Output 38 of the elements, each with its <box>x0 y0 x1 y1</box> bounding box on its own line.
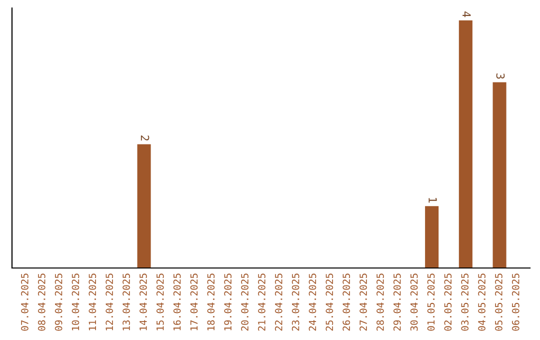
x-tick-label: 18.04.2025 <box>207 274 215 330</box>
x-tick-label: 29.04.2025 <box>393 274 401 331</box>
x-tick-label: 28.04.2025 <box>376 274 384 331</box>
bar <box>492 82 506 268</box>
bar <box>137 144 151 268</box>
x-tick-label: 11.04.2025 <box>88 274 96 330</box>
x-tick-label: 17.04.2025 <box>190 274 198 330</box>
x-tick-label: 16.04.2025 <box>173 274 181 330</box>
x-tick-label: 07.04.2025 <box>21 274 28 331</box>
x-tick-label: 19.04.2025 <box>224 274 232 330</box>
bar <box>425 206 439 268</box>
x-tick-label: 12.04.2025 <box>106 274 114 330</box>
x-tick-label: 01.05.2025 <box>427 274 435 331</box>
x-tick-label: 30.04.2025 <box>410 274 418 331</box>
x-tick-label: 04.05.2025 <box>478 274 486 331</box>
x-tick-label: 25.04.2025 <box>326 274 334 331</box>
x-tick-label: 26.04.2025 <box>342 274 350 331</box>
x-tick-label: 23.04.2025 <box>292 274 300 331</box>
data-label: 3 <box>496 74 505 79</box>
x-tick-label: 27.04.2025 <box>360 274 367 331</box>
x-tick-label: 02.05.2025 <box>444 274 452 331</box>
x-tick-label: 24.04.2025 <box>308 274 316 331</box>
x-tick-label: 03.05.2025 <box>461 274 469 331</box>
x-tick-label: 13.04.2025 <box>122 274 130 330</box>
x-tick-label: 09.04.2025 <box>54 274 62 331</box>
x-tick-label: 20.04.2025 <box>241 274 248 331</box>
x-tick-label: 14.04.2025 <box>140 274 147 330</box>
data-label: 4 <box>462 11 471 18</box>
x-tick-label: 22.04.2025 <box>274 274 282 331</box>
bar <box>458 20 472 268</box>
x-tick-label: 06.05.2025 <box>512 274 520 331</box>
x-tick-label: 05.05.2025 <box>495 274 502 331</box>
data-label: 1 <box>428 198 437 203</box>
x-tick-label: 21.04.2025 <box>258 274 266 331</box>
x-tick-label: 10.04.2025 <box>72 274 80 330</box>
data-label: 2 <box>140 136 150 140</box>
x-tick-label: 08.04.2025 <box>38 274 46 331</box>
x-tick-label: 15.04.2025 <box>156 274 164 330</box>
